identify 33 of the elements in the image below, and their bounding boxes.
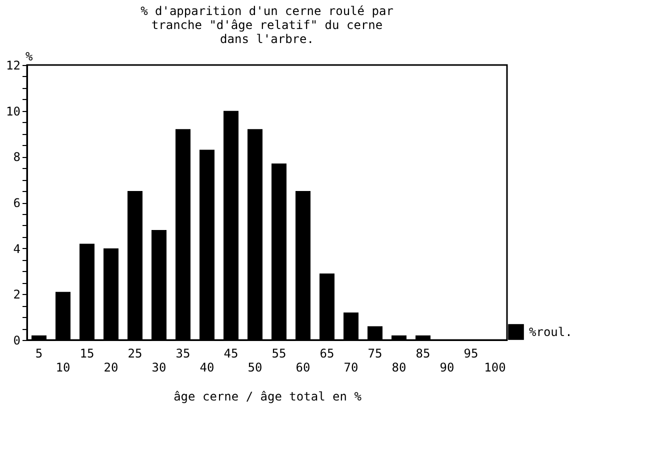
x-tick-label: 50: [248, 360, 262, 374]
x-tick-label: 95: [464, 346, 478, 360]
x-tick-label: 90: [440, 360, 454, 374]
y-tick-label: 6: [13, 196, 20, 210]
x-tick-label: 55: [272, 346, 286, 360]
x-tick-label: 15: [80, 346, 94, 360]
x-tick-label: 80: [392, 360, 406, 374]
x-tick-label: 85: [416, 346, 430, 360]
x-tick-label: 35: [176, 346, 190, 360]
x-tick-label: 5: [35, 346, 43, 360]
x-tick-label: 60: [296, 360, 310, 374]
x-tick-label: 100: [484, 360, 506, 374]
x-tick-label: 70: [344, 360, 358, 374]
y-tick-label: 4: [13, 242, 20, 256]
text: % d'apparition d'un cerne roulé par: [140, 4, 394, 18]
text: tranche "d'âge relatif" du cerne: [151, 18, 383, 32]
x-tick-label: 45: [224, 346, 238, 360]
x-tick-label: 75: [368, 346, 382, 360]
y-tick-label: 12: [6, 58, 20, 72]
y-tick-label: 0: [13, 334, 20, 348]
y-tick-label: 8: [13, 150, 20, 164]
legend-label: %roul.: [529, 325, 572, 339]
x-tick-label: 25: [128, 346, 142, 360]
y-tick-label: 10: [6, 104, 20, 118]
y-axis-title: %: [26, 50, 34, 64]
x-tick-label: 30: [152, 360, 166, 374]
y-tick-label: 2: [13, 288, 20, 302]
x-tick-label: 65: [320, 346, 334, 360]
text: dans l'arbre.: [220, 32, 314, 46]
x-axis-title: âge cerne / âge total en %: [174, 390, 362, 404]
x-tick-label: 40: [200, 360, 214, 374]
x-tick-label: 10: [56, 360, 70, 374]
x-tick-label: 20: [104, 360, 118, 374]
